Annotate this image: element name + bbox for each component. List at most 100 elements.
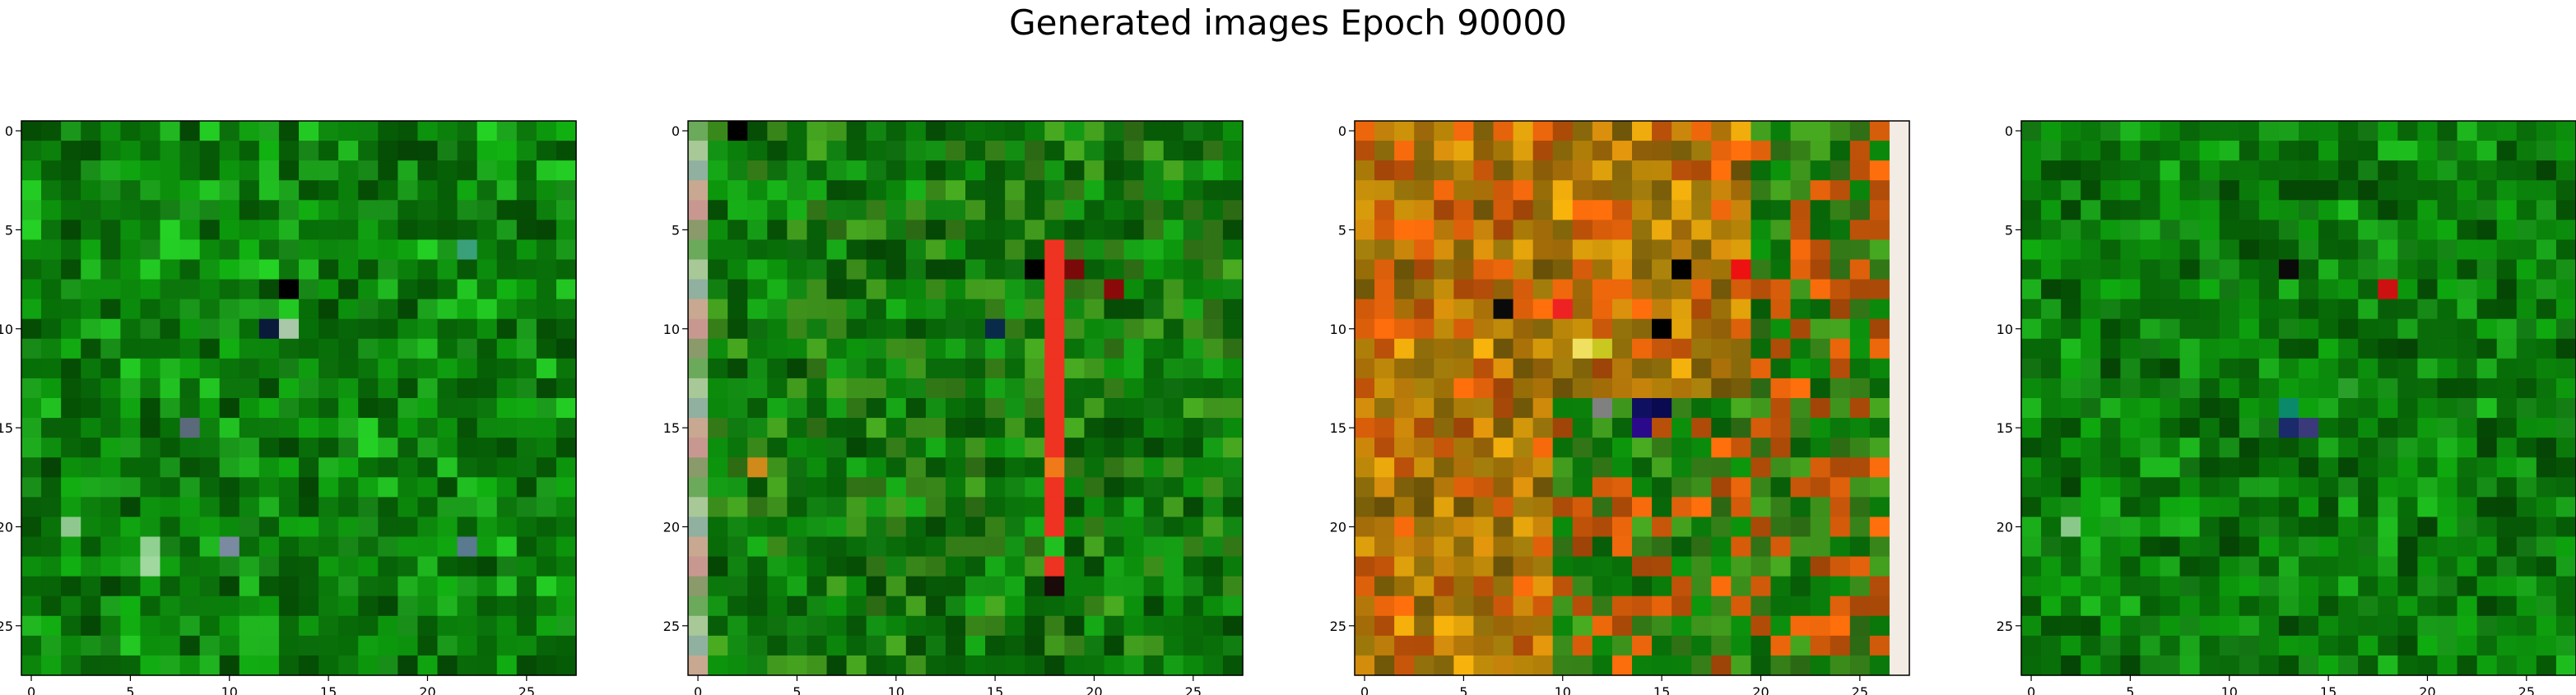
y-tick-label: 0 [5, 123, 13, 139]
pixel-cell [2199, 576, 2220, 597]
pixel-cell [1611, 200, 1633, 220]
pixel-cell [2061, 615, 2081, 637]
pixel-cell [2278, 200, 2299, 220]
pixel-cell [457, 398, 478, 419]
pixel-cell [1394, 477, 1415, 498]
pixel-cell [2278, 220, 2299, 241]
pixel-cell [1414, 121, 1434, 141]
pixel-cell [1672, 536, 1692, 558]
pixel-cell [199, 259, 221, 280]
pixel-cell [496, 239, 518, 261]
pixel-cell [1849, 180, 1871, 201]
y-tick-label: 15 [0, 420, 13, 436]
pixel-cell [1532, 141, 1554, 161]
pixel-cell [2278, 180, 2299, 201]
pixel-cell [477, 438, 498, 458]
pixel-cell [2299, 141, 2319, 161]
pixel-cell [1355, 299, 1375, 320]
pixel-cell [1183, 299, 1204, 320]
pixel-cell [728, 477, 748, 498]
pixel-cell [1632, 556, 1653, 577]
pixel-cell [1064, 378, 1086, 399]
pixel-cell [2278, 556, 2299, 577]
pixel-cell [1611, 418, 1633, 438]
pixel-cell [1751, 457, 1772, 478]
pixel-cell [219, 635, 240, 656]
pixel-cell [417, 141, 439, 161]
pixel-cell [945, 457, 966, 478]
pixel-cell [2219, 358, 2240, 379]
pixel-cell [2199, 378, 2220, 399]
pixel-cell [81, 318, 101, 340]
pixel-cell [21, 398, 42, 419]
pixel-cell [1592, 358, 1613, 379]
pixel-cell [556, 615, 577, 637]
pixel-cell [1414, 279, 1434, 300]
pixel-cell [1810, 200, 1831, 220]
pixel-cell [457, 299, 478, 320]
x-tick-label: 20 [1752, 684, 1769, 695]
pixel-cell [2555, 279, 2576, 300]
pixel-cell [886, 576, 907, 597]
pixel-cell [160, 358, 181, 379]
pixel-cell [2061, 299, 2081, 320]
pixel-cell [2278, 279, 2299, 300]
pixel-cell [2299, 180, 2319, 201]
pixel-cell [826, 556, 848, 577]
pixel-cell [2278, 517, 2299, 538]
pixel-cell [1394, 655, 1415, 676]
pixel-cell [61, 536, 81, 558]
pixel-cell [1084, 438, 1105, 458]
pixel-cell [1830, 595, 1851, 617]
pixel-cell [1691, 358, 1712, 379]
pixel-cell [1434, 299, 1454, 320]
pixel-cell [1025, 318, 1045, 340]
pixel-cell [2299, 160, 2319, 181]
pixel-cell [1672, 160, 1692, 181]
pixel-cell [905, 517, 927, 538]
pixel-cell [965, 378, 986, 399]
y-tick-label: 15 [663, 420, 680, 436]
pixel-cell [1632, 655, 1653, 676]
pixel-cell [2457, 378, 2478, 399]
pixel-cell [925, 398, 946, 419]
pixel-cell [2258, 477, 2280, 498]
pixel-cell [417, 239, 439, 261]
pixel-cell [965, 615, 986, 637]
pixel-cell [1652, 259, 1672, 280]
pixel-cell [866, 220, 887, 241]
pixel-cell [2179, 318, 2201, 340]
pixel-cell [417, 160, 439, 181]
pixel-cell [965, 318, 986, 340]
pixel-cell [1104, 398, 1125, 419]
pixel-cell [688, 576, 709, 597]
pixel-cell [179, 160, 201, 181]
pixel-cell [41, 160, 62, 181]
pixel-cell [1025, 160, 1045, 181]
pixel-cell [437, 279, 458, 300]
pixel-cell [81, 635, 101, 656]
pixel-cell [2061, 635, 2081, 656]
pixel-cell [945, 160, 966, 181]
pixel-cell [688, 418, 709, 438]
pixel-cell [2179, 635, 2201, 656]
pixel-cell [299, 576, 319, 597]
pixel-cell [2179, 180, 2201, 201]
pixel-cell [2061, 378, 2081, 399]
pixel-cell [1532, 279, 1554, 300]
pixel-cell [2021, 338, 2042, 359]
pixel-cell [2299, 398, 2319, 419]
pixel-cell [2397, 220, 2419, 241]
pixel-cell [2358, 121, 2378, 141]
pixel-cell [536, 318, 557, 340]
pixel-cell [1830, 536, 1851, 558]
pixel-cell [2516, 418, 2537, 438]
pixel-cell [1751, 438, 1772, 458]
pixel-cell [417, 655, 439, 676]
pixel-cell [1611, 358, 1633, 379]
pixel-cell [239, 477, 260, 498]
pixel-cell [807, 160, 828, 181]
pixel-cell [1889, 576, 1910, 597]
pixel-cell [140, 358, 161, 379]
pixel-cell [1202, 358, 1224, 379]
